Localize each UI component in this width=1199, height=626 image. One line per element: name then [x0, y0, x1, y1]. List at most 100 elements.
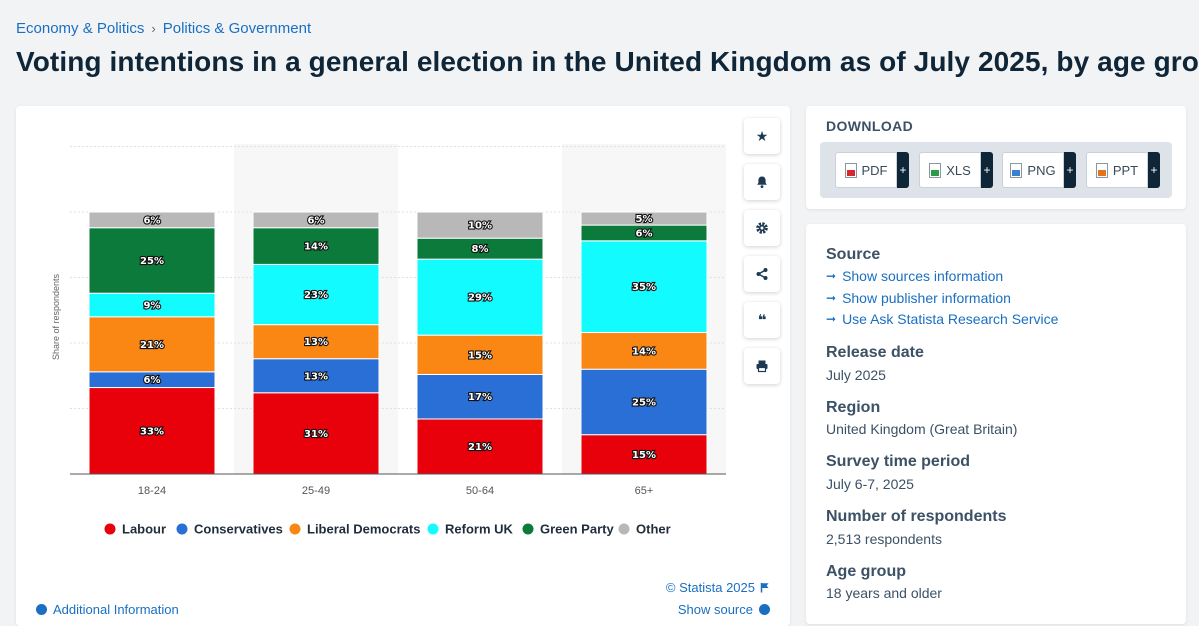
- additional-information-link[interactable]: Additional Information: [36, 602, 179, 617]
- survey-period-value: July 6-7, 2025: [826, 476, 914, 492]
- data-label: 25%: [632, 397, 656, 408]
- download-pdf-button[interactable]: PDF +: [835, 152, 909, 188]
- data-label: 14%: [304, 242, 328, 253]
- bar-segment: [252, 392, 380, 475]
- bar-segment: [252, 358, 380, 394]
- chart-card: Share of respondents 33% 6% 21% 9% 25% 6% 18-24…: [16, 106, 790, 626]
- show-source-label: Show source: [677, 602, 753, 617]
- download-png-button[interactable]: PNG +: [1002, 152, 1076, 188]
- print-icon[interactable]: [744, 348, 780, 384]
- info-icon: [36, 604, 47, 615]
- legend-marker: [618, 523, 630, 535]
- data-label: 6%: [636, 228, 653, 239]
- data-label: 10%: [468, 221, 492, 232]
- data-label: 33%: [140, 426, 164, 437]
- bar-segment: [580, 211, 708, 226]
- bar-segment: [88, 316, 216, 373]
- data-label: 14%: [632, 346, 656, 357]
- breadcrumb-separator: ›: [151, 21, 156, 36]
- legend-label: Labour: [122, 522, 166, 537]
- show-sources-information-link[interactable]: ➞ Show sources information: [826, 268, 1003, 284]
- x-tick-label: 65+: [635, 485, 654, 497]
- breadcrumb-economy-politics[interactable]: Economy & Politics: [16, 20, 145, 37]
- region-value: United Kingdom (Great Britain): [826, 421, 1018, 437]
- data-label: 35%: [632, 282, 656, 293]
- arrow-right-icon: ➞: [826, 312, 837, 326]
- data-label: 29%: [468, 293, 492, 304]
- download-ppt-button[interactable]: PPT +: [1086, 152, 1160, 188]
- info-icon: [759, 604, 770, 615]
- legend-label: Liberal Democrats: [307, 522, 420, 537]
- data-label: 31%: [304, 429, 328, 440]
- copyright-link[interactable]: © Statista 2025: [666, 580, 770, 595]
- survey-period-label: Survey time period: [826, 453, 971, 470]
- data-label: 13%: [304, 371, 328, 382]
- data-label: 21%: [140, 340, 164, 351]
- bar-segment: [252, 211, 380, 229]
- link-label: Use Ask Statista Research Service: [842, 311, 1059, 327]
- bar-segment: [416, 418, 544, 475]
- x-tick-label: 50-64: [466, 485, 494, 497]
- legend-label: Reform UK: [445, 522, 514, 537]
- x-tick-label: 18-24: [138, 485, 166, 497]
- download-bar: PDF + XLS + PNG + PPT +: [820, 142, 1172, 198]
- breadcrumb: Economy & Politics › Politics & Governme…: [16, 20, 311, 37]
- pdf-file-icon: [844, 162, 857, 178]
- bar-segment: [88, 227, 216, 294]
- download-xls-button[interactable]: XLS +: [919, 152, 993, 188]
- xls-file-icon: [929, 162, 942, 178]
- bar-segment: [416, 334, 544, 375]
- bar-segment: [580, 240, 708, 334]
- data-label: 9%: [144, 301, 161, 312]
- release-date-value: July 2025: [826, 367, 886, 383]
- data-label: 25%: [140, 256, 164, 267]
- bar-segment: [580, 434, 708, 475]
- download-ppt-label: PPT: [1112, 162, 1139, 178]
- download-png-label: PNG: [1027, 162, 1056, 178]
- ask-statista-research-link[interactable]: ➞ Use Ask Statista Research Service: [826, 311, 1058, 327]
- star-icon[interactable]: ★: [744, 118, 780, 154]
- additional-information-label: Additional Information: [53, 602, 179, 617]
- data-label: 6%: [144, 375, 161, 386]
- legend-marker: [104, 523, 116, 535]
- page-title: Voting intentions in a general election …: [16, 46, 1199, 77]
- link-label: Show sources information: [842, 268, 1004, 284]
- arrow-right-icon: ➞: [826, 269, 837, 283]
- bar-segment: [416, 211, 544, 239]
- legend-marker: [289, 523, 301, 535]
- legend-label: Conservatives: [194, 522, 283, 537]
- bar-segment: [252, 263, 380, 326]
- legend-marker: [522, 523, 534, 535]
- show-publisher-information-link[interactable]: ➞ Show publisher information: [826, 290, 1011, 306]
- legend-marker: [427, 523, 439, 535]
- respondents-label: Number of respondents: [826, 508, 1007, 525]
- bell-icon[interactable]: [744, 164, 780, 200]
- region-label: Region: [826, 399, 881, 416]
- bar-segment: [252, 324, 380, 360]
- link-label: Show publisher information: [842, 290, 1011, 306]
- png-file-icon: [1010, 162, 1023, 178]
- plus-icon: +: [1148, 152, 1160, 188]
- release-date-label: Release date: [826, 344, 924, 361]
- download-title: DOWNLOAD: [826, 118, 914, 134]
- legend-marker: [176, 523, 188, 535]
- data-label: 5%: [636, 214, 653, 225]
- bar-segment: [252, 227, 380, 265]
- bar-segment: [580, 368, 708, 436]
- breadcrumb-politics-government[interactable]: Politics & Government: [162, 20, 312, 37]
- arrow-right-icon: ➞: [826, 291, 837, 305]
- age-group-label: Age group: [826, 563, 906, 580]
- plus-icon: +: [897, 152, 909, 188]
- data-label: 6%: [308, 215, 325, 226]
- quote-icon[interactable]: ❝: [744, 302, 780, 338]
- plus-icon: +: [981, 152, 993, 188]
- legend-label: Other: [636, 522, 671, 537]
- data-label: 21%: [468, 442, 492, 453]
- show-source-link[interactable]: Show source: [678, 602, 770, 617]
- gear-icon[interactable]: [744, 210, 780, 246]
- copyright-text: © Statista 2025: [665, 580, 755, 595]
- x-tick-label: 25-49: [302, 485, 330, 497]
- share-icon[interactable]: [744, 256, 780, 292]
- download-pdf-label: PDF: [861, 162, 888, 178]
- bar-segment: [416, 373, 544, 420]
